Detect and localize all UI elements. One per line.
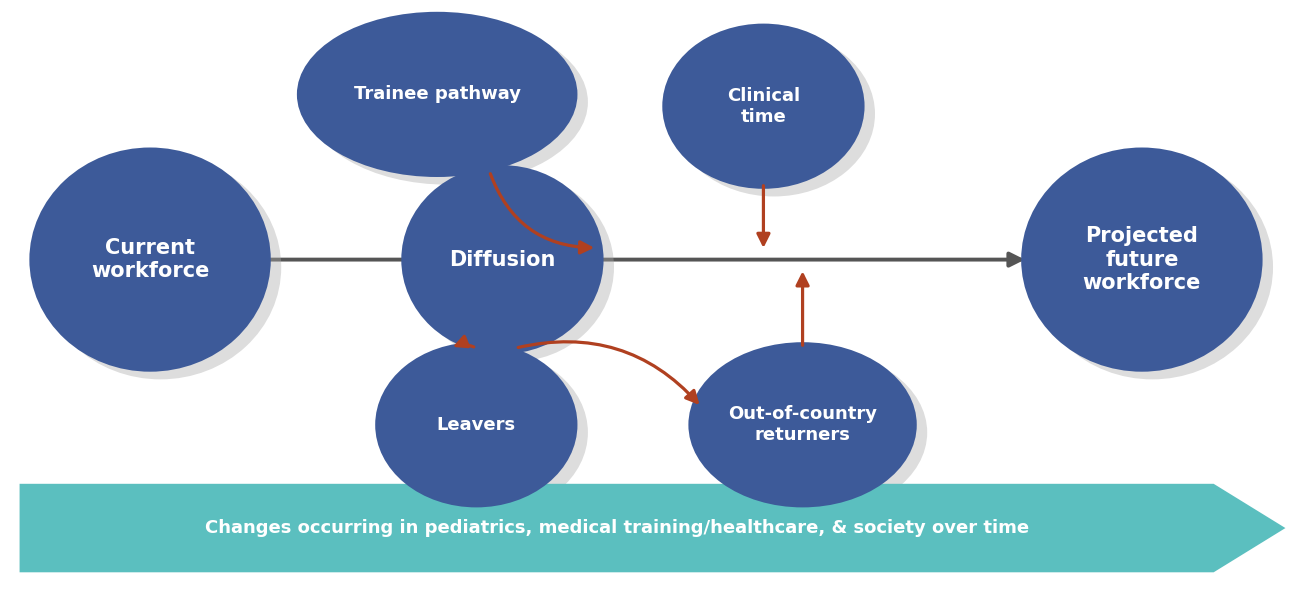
Ellipse shape [689, 342, 916, 507]
Ellipse shape [673, 31, 876, 196]
Ellipse shape [699, 350, 927, 515]
Text: Changes occurring in pediatrics, medical training/healthcare, & society over tim: Changes occurring in pediatrics, medical… [205, 519, 1028, 537]
Text: Diffusion: Diffusion [449, 250, 556, 270]
Ellipse shape [39, 155, 281, 379]
Text: Projected
future
workforce: Projected future workforce [1083, 227, 1201, 293]
Text: Trainee pathway: Trainee pathway [354, 86, 521, 103]
Ellipse shape [662, 24, 864, 189]
Text: Leavers: Leavers [437, 416, 515, 434]
Text: Clinical
time: Clinical time [727, 87, 800, 126]
Ellipse shape [1022, 148, 1263, 372]
Ellipse shape [412, 173, 615, 362]
Ellipse shape [308, 19, 589, 185]
Ellipse shape [298, 12, 577, 177]
Text: Out-of-country
returners: Out-of-country returners [728, 405, 877, 444]
Ellipse shape [1031, 155, 1274, 379]
Ellipse shape [376, 342, 577, 507]
Ellipse shape [386, 350, 589, 515]
Text: Current
workforce: Current workforce [91, 238, 209, 281]
Polygon shape [20, 484, 1285, 572]
Ellipse shape [30, 148, 271, 372]
Ellipse shape [402, 165, 603, 354]
